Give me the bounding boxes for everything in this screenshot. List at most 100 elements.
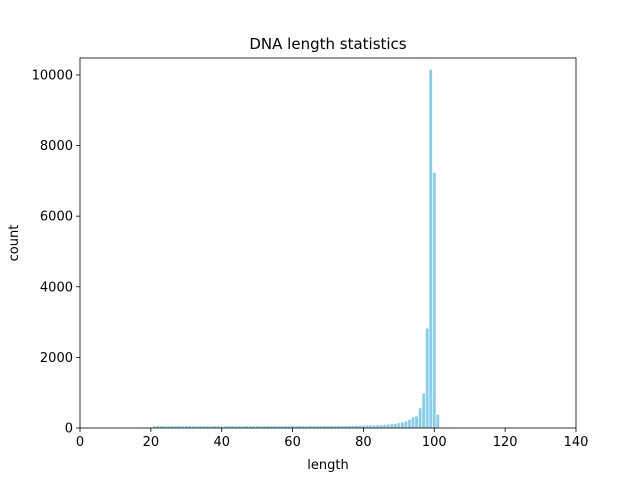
bar: [418, 408, 422, 428]
bar: [411, 417, 415, 428]
bar: [273, 426, 277, 428]
bar: [184, 426, 188, 428]
bar: [397, 423, 401, 428]
y-tick-label: 8000: [40, 139, 73, 154]
bar: [191, 426, 195, 428]
bar: [248, 426, 252, 428]
bar: [333, 426, 337, 428]
x-tick-label: 80: [355, 435, 372, 450]
bar: [365, 425, 369, 428]
bar: [238, 426, 241, 428]
bar: [432, 172, 436, 428]
bar: [287, 426, 291, 428]
bar: [241, 426, 245, 428]
y-axis-label: count: [7, 225, 22, 262]
bar: [429, 69, 433, 429]
bar: [160, 426, 163, 428]
bar: [202, 426, 206, 428]
bar: [425, 328, 429, 428]
x-axis-label: length: [307, 458, 348, 473]
bar: [245, 426, 248, 428]
bar: [415, 416, 418, 428]
bar: [234, 426, 238, 428]
bar: [315, 426, 319, 428]
bar: [383, 424, 387, 428]
bar: [347, 425, 351, 428]
bar: [167, 426, 170, 428]
bar: [209, 426, 213, 428]
x-tick-label: 60: [284, 435, 301, 450]
bar: [372, 425, 376, 428]
bar: [199, 426, 202, 428]
bar: [188, 426, 192, 428]
bar: [291, 425, 294, 428]
bar: [376, 425, 380, 428]
bar: [195, 426, 199, 428]
y-tick-label: 2000: [40, 351, 73, 366]
x-tick-label: 20: [143, 435, 160, 450]
bar: [206, 426, 209, 428]
axes-frame: [79, 57, 577, 429]
bar: [386, 424, 390, 428]
bar: [362, 425, 365, 428]
bar: [422, 393, 426, 428]
bar: [163, 426, 167, 428]
bar: [308, 425, 312, 428]
bar: [393, 423, 397, 428]
bar: [230, 426, 234, 428]
bar: [227, 426, 231, 428]
y-tick-label: 0: [65, 422, 73, 437]
y-tick-label: 4000: [40, 280, 73, 295]
bar: [390, 424, 394, 428]
bar: [170, 426, 174, 428]
bar: [337, 425, 341, 428]
bar: [298, 426, 302, 428]
bar: [436, 414, 440, 428]
bar: [255, 426, 259, 428]
bar: [404, 421, 408, 428]
bar: [379, 425, 383, 428]
bar: [259, 426, 263, 428]
bar: [181, 426, 185, 428]
bar: [351, 425, 355, 428]
bar: [252, 426, 256, 428]
x-tick-label: 40: [213, 435, 230, 450]
bar: [223, 426, 227, 428]
bar: [358, 425, 362, 428]
bar: [152, 426, 156, 428]
bar: [400, 422, 404, 428]
bar: [269, 426, 273, 428]
bar: [326, 426, 330, 428]
x-tick-label: 140: [564, 435, 589, 450]
bar: [312, 426, 316, 428]
x-tick-label: 120: [493, 435, 518, 450]
bar: [276, 426, 280, 428]
bar: [305, 426, 309, 428]
bar: [280, 426, 284, 428]
bar: [301, 426, 305, 428]
bar: [294, 426, 298, 428]
bar: [213, 426, 217, 428]
bar: [156, 426, 160, 428]
bar: [330, 425, 333, 428]
bar: [284, 426, 287, 428]
y-tick-label: 6000: [40, 210, 73, 225]
bar: [354, 425, 358, 428]
bar: [216, 426, 220, 428]
bar: [266, 426, 270, 428]
x-tick-label: 100: [422, 435, 447, 450]
bar: [262, 426, 266, 428]
bar: [220, 426, 224, 428]
bar: [344, 426, 348, 428]
y-tick-label: 10000: [32, 68, 73, 83]
bar: [323, 426, 326, 428]
bar: [174, 426, 178, 428]
bar: [177, 426, 181, 428]
chart-title: DNA length statistics: [249, 35, 406, 53]
bar: [319, 426, 323, 428]
bar: [408, 419, 411, 428]
x-tick-label: 0: [76, 435, 84, 450]
bar: [369, 425, 372, 428]
